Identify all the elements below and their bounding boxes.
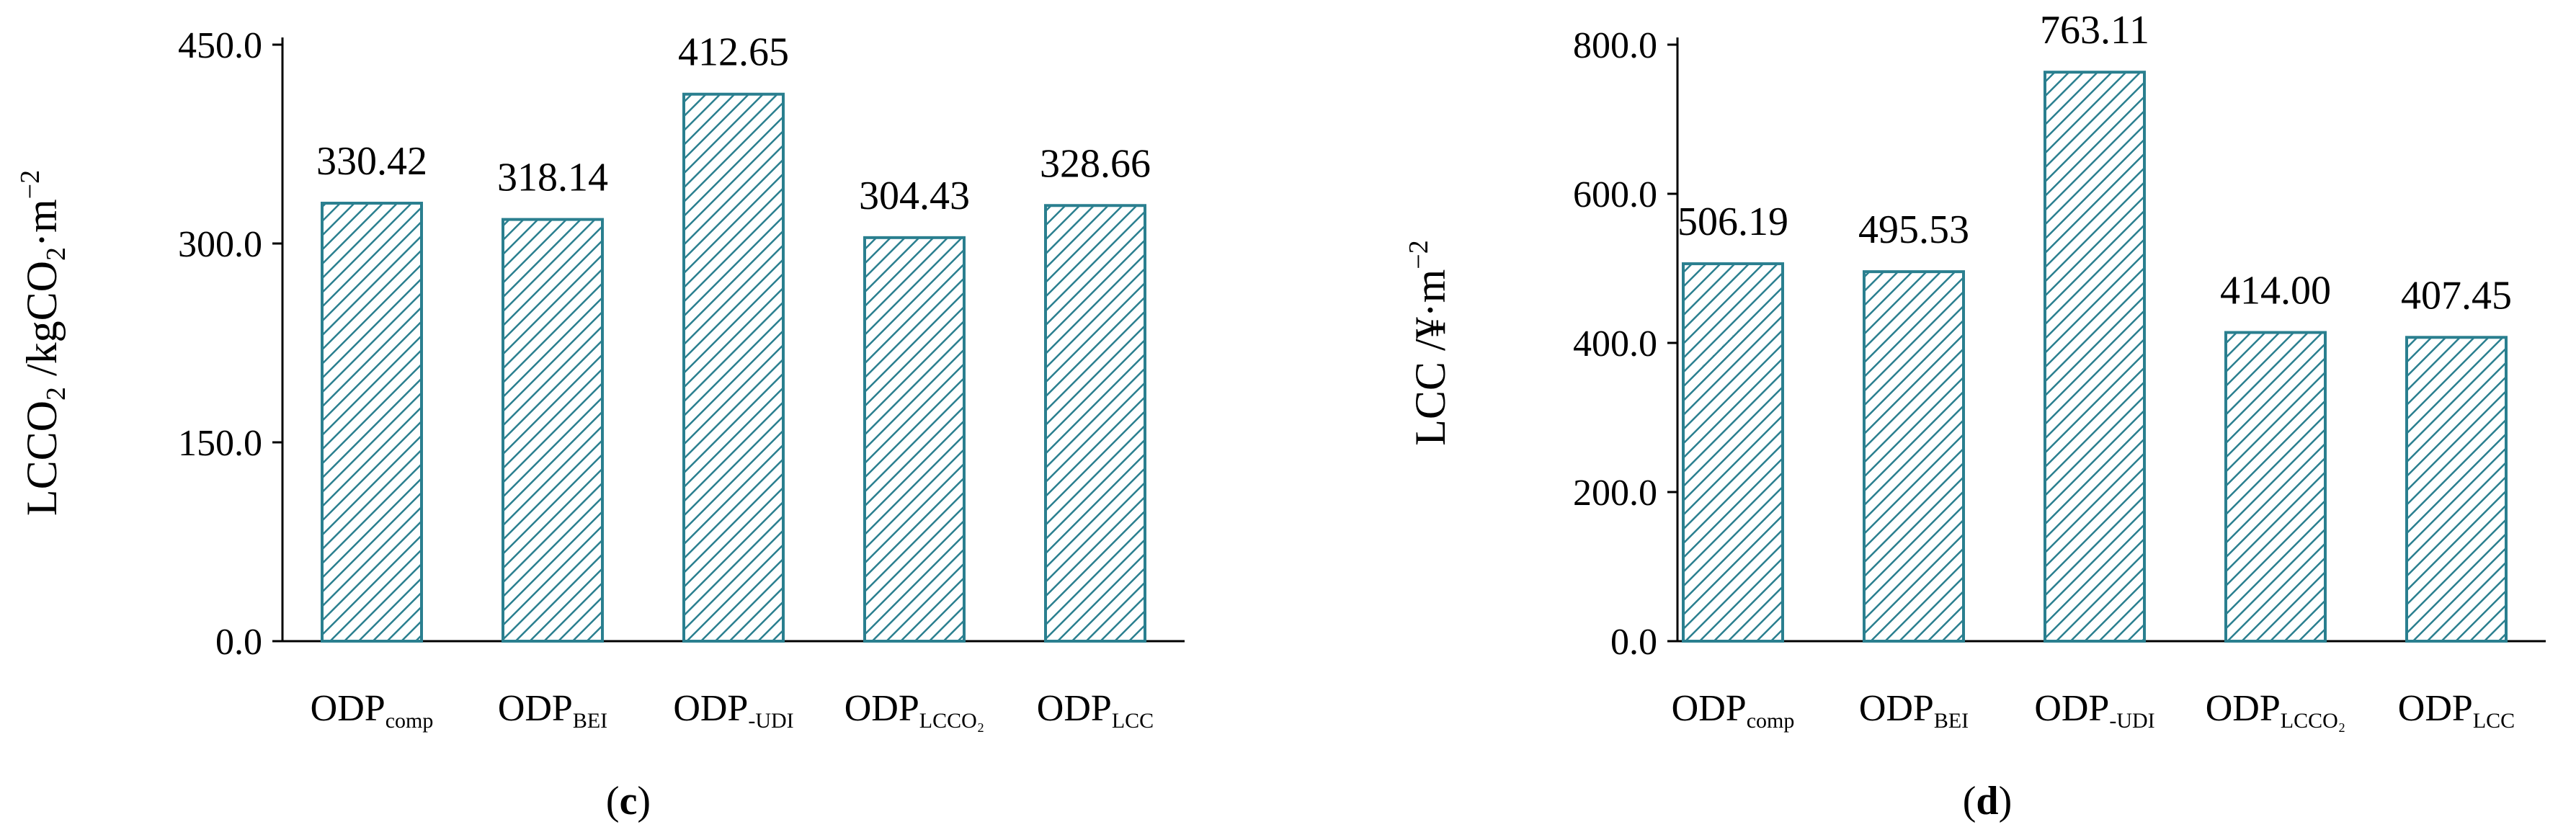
category-label: ODPLCC: [1037, 688, 1154, 733]
bar-udi: [2044, 71, 2146, 643]
y-tick-label: 450.0: [178, 25, 262, 66]
bar-lcco: [863, 236, 966, 643]
bar-udi: [682, 92, 785, 643]
bar-bei: [1863, 270, 1965, 643]
panel-label: (d): [1963, 779, 2012, 823]
category-label: ODPLCCO₂: [844, 688, 985, 733]
bar-lcc: [1044, 204, 1146, 643]
bar-value-label: 407.45: [2401, 273, 2512, 318]
category-label: ODPLCCO₂: [2206, 688, 2346, 733]
y-tick-label: 0.0: [1610, 622, 1657, 663]
y-axis-label: LCC /¥·m−2: [1404, 240, 1454, 445]
y-tick-label: 600.0: [1573, 174, 1657, 215]
category-label: ODPcomp: [1672, 688, 1795, 733]
bar-comp: [321, 202, 423, 643]
bar-bei: [502, 218, 604, 643]
chart-panel-c: 0.0 150.0 300.0 450.0 330.42 ODPcomp 318.14 ODP…: [15, 25, 1185, 823]
category-label: ODPcomp: [311, 688, 434, 733]
y-axis-label: LCCO2 /kgCO2·m−2: [15, 170, 71, 516]
bar-lcc: [2405, 336, 2508, 643]
category-label: ODP-UDI: [673, 688, 793, 733]
bar-value-label: 412.65: [678, 30, 789, 75]
category-label: ODPBEI: [498, 688, 607, 733]
y-tick-label: 400.0: [1573, 323, 1657, 365]
y-tick-label: 200.0: [1573, 473, 1657, 514]
bar-value-label: 414.00: [2220, 269, 2331, 313]
chart-panel-d: 0.0 200.0 400.0 600.0 800.0 506.19 ODPcomp 495.…: [1404, 8, 2546, 823]
y-tick-label: 0.0: [215, 622, 262, 663]
category-label: ODPBEI: [1859, 688, 1969, 733]
bar-lcco: [2224, 331, 2327, 643]
bar-value-label: 330.42: [316, 139, 427, 184]
bar-value-label: 506.19: [1677, 200, 1788, 244]
category-label: ODP-UDI: [2034, 688, 2154, 733]
bar-comp: [1682, 262, 1784, 643]
y-tick-label: 800.0: [1573, 25, 1657, 66]
y-tick-label: 150.0: [178, 423, 262, 464]
bar-value-label: 318.14: [497, 156, 608, 200]
y-tick-label: 300.0: [178, 224, 262, 265]
bar-value-label: 495.53: [1858, 207, 1969, 252]
bar-value-label: 763.11: [2040, 8, 2149, 53]
category-label: ODPLCC: [2398, 688, 2515, 733]
panel-label: (c): [606, 779, 651, 823]
bar-value-label: 328.66: [1040, 141, 1151, 186]
bar-value-label: 304.43: [859, 174, 970, 218]
